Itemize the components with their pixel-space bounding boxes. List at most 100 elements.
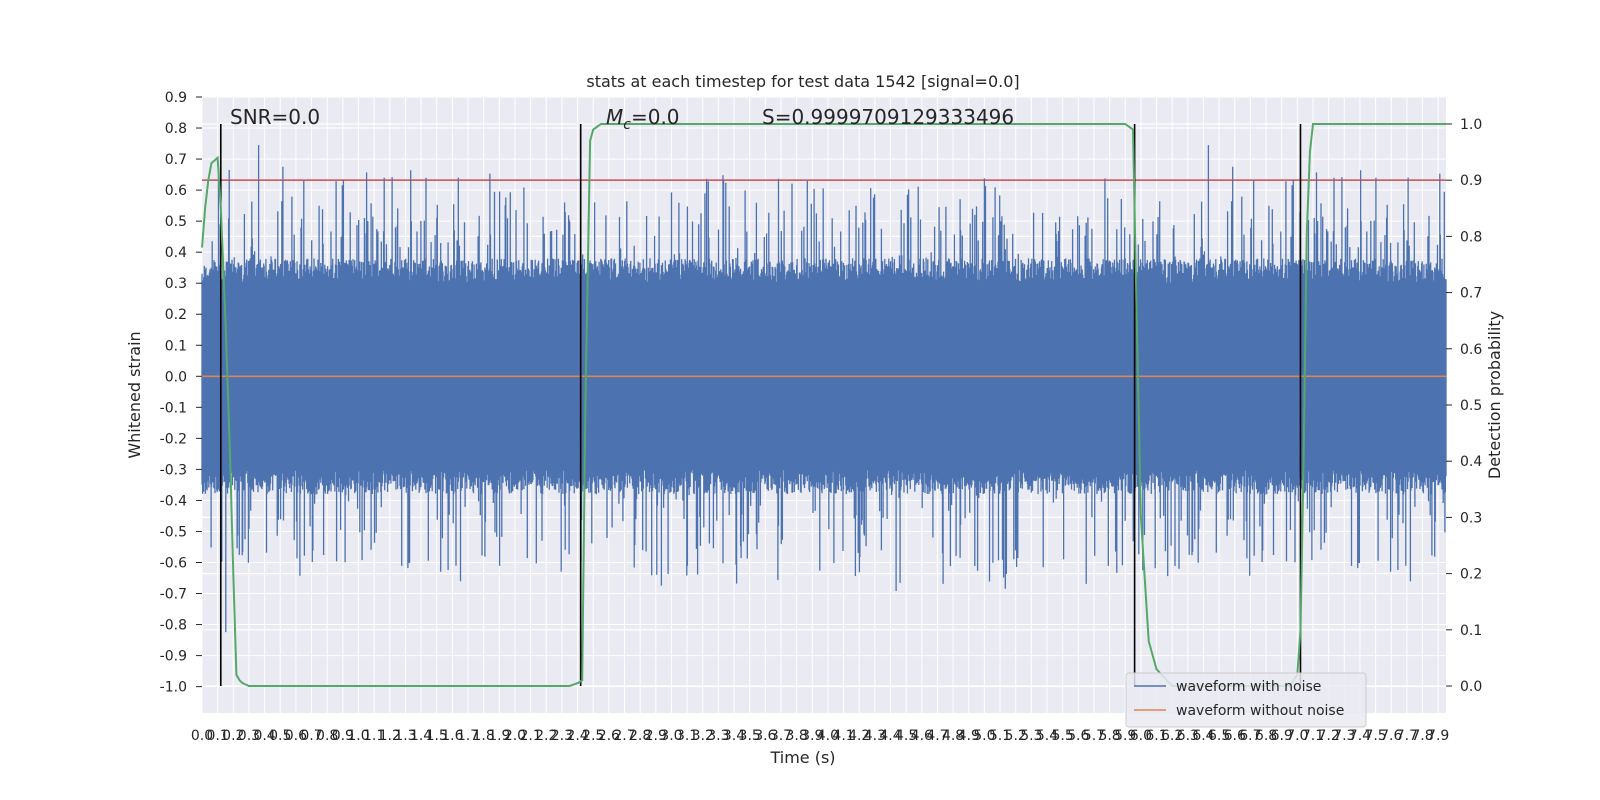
x-tick-label: 6.6: [1224, 728, 1246, 744]
y-tick-label: -0.1: [160, 400, 187, 416]
x-tick-label: 3.7: [770, 728, 792, 744]
x-tick-label: 3.2: [692, 728, 714, 744]
x-tick-label: 5.1: [989, 728, 1011, 744]
s-annotation: S=0.9999709129333496: [762, 105, 1014, 129]
x-tick-label: 5.2: [1005, 728, 1027, 744]
x-tick-label: 1.2: [379, 728, 401, 744]
x-tick-label: 2.8: [629, 728, 651, 744]
x-tick-label: 7.5: [1364, 728, 1386, 744]
x-tick-label: 0.6: [285, 728, 307, 744]
x-tick-label: 4.8: [942, 728, 964, 744]
x-tick-label: 3.3: [707, 728, 729, 744]
y2-tick-label: 0.9: [1460, 173, 1482, 189]
y2-tick-label: 1.0: [1460, 117, 1482, 133]
x-tick-label: 5.5: [1051, 728, 1073, 744]
x-tick-label: 1.8: [473, 728, 495, 744]
chart-title: stats at each timestep for test data 154…: [586, 72, 1019, 91]
x-tick-label: 1.7: [457, 728, 479, 744]
y2-tick-label: 0.4: [1460, 454, 1482, 470]
x-tick-label: 4.1: [832, 728, 854, 744]
x-tick-label: 3.0: [660, 728, 682, 744]
x-tick-label: 0.9: [332, 728, 354, 744]
x-tick-label: 3.1: [676, 728, 698, 744]
y2-tick-label: 0.5: [1460, 398, 1482, 414]
x-tick-label: 6.2: [1161, 728, 1183, 744]
x-tick-label: 4.9: [958, 728, 980, 744]
x-tick-label: 7.7: [1396, 728, 1418, 744]
y-tick-label: 0.2: [165, 307, 187, 323]
x-tick-label: 4.4: [879, 728, 901, 744]
y-tick-label: 0.0: [165, 369, 187, 385]
x-tick-label: 2.0: [504, 728, 526, 744]
y-tick-label: 0.5: [165, 214, 187, 230]
x-tick-label: 2.9: [645, 728, 667, 744]
legend: waveform with noise waveform without noi…: [1125, 672, 1367, 728]
y-tick-label: -0.6: [160, 555, 187, 571]
x-tick-label: 5.8: [1098, 728, 1120, 744]
x-tick-label: 4.3: [864, 728, 886, 744]
x-tick-label: 0.4: [253, 728, 275, 744]
y-axis-label: Whitened strain: [125, 331, 144, 458]
x-tick-label: 6.3: [1177, 728, 1199, 744]
chirp-mass-subscript: c: [623, 117, 631, 133]
x-tick-label: 4.0: [817, 728, 839, 744]
x-tick-label: 0.0: [191, 728, 213, 744]
legend-label-waveform-without-noise: waveform without noise: [1176, 703, 1344, 719]
x-tick-label: 4.6: [911, 728, 933, 744]
x-tick-label: 7.0: [1286, 728, 1308, 744]
x-tick-label: 0.8: [316, 728, 338, 744]
y2-tick-label: 0.8: [1460, 229, 1482, 245]
x-tick-label: 2.6: [598, 728, 620, 744]
x-tick-label: 1.1: [363, 728, 385, 744]
x-tick-label: 0.7: [300, 728, 322, 744]
y-tick-label: -1.0: [160, 680, 187, 696]
x-tick-label: 2.4: [566, 728, 588, 744]
y2-tick-label: 0.2: [1460, 567, 1482, 583]
x-tick-label: 7.3: [1333, 728, 1355, 744]
y-tick-label: -0.2: [160, 431, 187, 447]
x-tick-label: 4.2: [848, 728, 870, 744]
snr-annotation: SNR=0.0: [230, 105, 320, 129]
x-tick-label: 2.5: [582, 728, 604, 744]
x-tick-label: 2.2: [535, 728, 557, 744]
y-tick-label: -0.7: [160, 587, 187, 603]
x-tick-label: 1.9: [488, 728, 510, 744]
x-tick-label: 3.8: [785, 728, 807, 744]
x-tick-label: 7.8: [1411, 728, 1433, 744]
x-tick-label: 5.4: [1036, 728, 1058, 744]
x-tick-label: 5.3: [1020, 728, 1042, 744]
x-axis-label: Time (s): [769, 748, 835, 767]
y2-tick-label: 0.0: [1460, 679, 1482, 695]
x-tick-label: 2.7: [613, 728, 635, 744]
x-tick-label: 1.6: [441, 728, 463, 744]
x-tick-label: 6.4: [1192, 728, 1214, 744]
y-tick-label: -0.8: [160, 618, 187, 634]
chirp-mass-value: =0.0: [631, 105, 680, 129]
x-tick-label: 3.6: [754, 728, 776, 744]
x-tick-label: 2.3: [551, 728, 573, 744]
chirp-mass-symbol: M: [606, 105, 623, 129]
x-tick-label: 2.1: [519, 728, 541, 744]
x-tick-label: 3.9: [801, 728, 823, 744]
x-tick-label: 3.4: [723, 728, 745, 744]
y-tick-label: 0.3: [165, 276, 187, 292]
y-tick-label: -0.3: [160, 462, 187, 478]
x-tick-label: 1.5: [426, 728, 448, 744]
y2-tick-label: 0.6: [1460, 342, 1482, 358]
x-tick-label: 4.5: [895, 728, 917, 744]
x-tick-label: 1.3: [394, 728, 416, 744]
x-tick-label: 6.1: [1145, 728, 1167, 744]
x-tick-label: 6.5: [1208, 728, 1230, 744]
x-tick-label: 0.3: [238, 728, 260, 744]
x-tick-label: 5.6: [1067, 728, 1089, 744]
x-tick-label: 3.5: [739, 728, 761, 744]
y-tick-label: 0.7: [165, 152, 187, 168]
y-tick-label: 0.6: [165, 183, 187, 199]
legend-label-waveform-with-noise: waveform with noise: [1176, 679, 1321, 695]
x-tick-label: 0.2: [222, 728, 244, 744]
x-tick-label: 6.0: [1130, 728, 1152, 744]
x-tick-label: 5.7: [1083, 728, 1105, 744]
x-tick-label: 7.6: [1380, 728, 1402, 744]
y-tick-label: -0.5: [160, 524, 187, 540]
